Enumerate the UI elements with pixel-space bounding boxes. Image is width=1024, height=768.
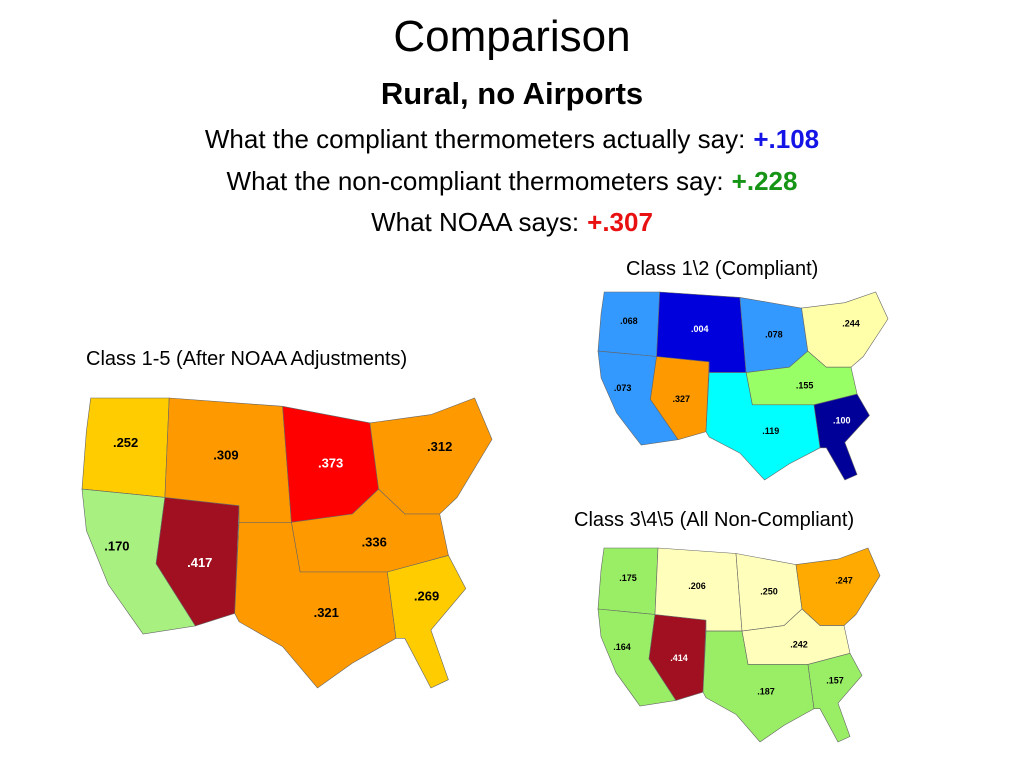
region-value: .250 bbox=[760, 587, 778, 597]
region bbox=[369, 397, 493, 515]
statement-text: What the non-compliant thermometers say: bbox=[226, 166, 724, 196]
region-value: .187 bbox=[757, 686, 775, 696]
region-value: .119 bbox=[762, 426, 779, 436]
map: .252 .170 .417 .309 .373 .312 .336 .321 .269 bbox=[81, 397, 493, 689]
statement-text: What the compliant thermometers actually… bbox=[204, 124, 746, 154]
region-value: .100 bbox=[833, 415, 851, 425]
region-value: .417 bbox=[187, 555, 212, 570]
statement-value: +.307 bbox=[587, 207, 653, 237]
map: .068 .073 .327 .004 .078 .244 .155 .119 .100 bbox=[597, 291, 889, 481]
region-value: .170 bbox=[104, 539, 129, 554]
region bbox=[795, 547, 881, 626]
region bbox=[801, 291, 889, 368]
statement: What NOAA says: +.307 bbox=[0, 207, 1024, 238]
region-value: .155 bbox=[796, 380, 814, 390]
map-label: Class 3\4\5 (All Non-Compliant) bbox=[574, 509, 855, 531]
region-value: .312 bbox=[427, 439, 452, 454]
region-value: .157 bbox=[826, 675, 844, 685]
title: Comparison bbox=[393, 12, 631, 61]
statement-text: What NOAA says: bbox=[371, 207, 580, 237]
region bbox=[386, 555, 467, 689]
region bbox=[705, 372, 821, 481]
region-value: .336 bbox=[362, 534, 387, 549]
region-value: .164 bbox=[613, 642, 631, 652]
region-value: .175 bbox=[619, 573, 637, 583]
region-value: .068 bbox=[620, 316, 638, 326]
statement-value: +.108 bbox=[753, 124, 820, 154]
statement: What the compliant thermometers actually… bbox=[0, 124, 1024, 155]
region bbox=[807, 652, 863, 743]
region-value: .078 bbox=[765, 329, 783, 339]
region-value: .206 bbox=[688, 581, 706, 591]
region-value: .004 bbox=[691, 324, 709, 334]
region-value: .321 bbox=[314, 605, 339, 620]
map: .175 .164 .414 .206 .250 .247 .242 .187 .157 bbox=[597, 547, 881, 743]
statement-value: +.228 bbox=[731, 166, 798, 196]
map-label: Class 1-5 (After NOAA Adjustments) bbox=[86, 348, 408, 370]
subtitle: Rural, no Airports bbox=[380, 76, 644, 111]
region-value: .252 bbox=[113, 435, 138, 450]
region-value: .327 bbox=[673, 394, 691, 404]
region bbox=[702, 630, 815, 743]
region-value: .373 bbox=[318, 456, 343, 471]
region-value: .244 bbox=[842, 319, 860, 329]
region-value: .414 bbox=[670, 653, 688, 663]
statement: What the non-compliant thermometers say:… bbox=[0, 166, 1024, 197]
region-value: .269 bbox=[414, 588, 439, 603]
region-value: .309 bbox=[213, 447, 238, 462]
region bbox=[813, 393, 870, 481]
map-label: Class 1\2 (Compliant) bbox=[626, 258, 819, 280]
region-value: .242 bbox=[790, 639, 808, 649]
region-value: .073 bbox=[614, 383, 632, 393]
region-value: .247 bbox=[835, 576, 853, 586]
region bbox=[234, 521, 397, 689]
